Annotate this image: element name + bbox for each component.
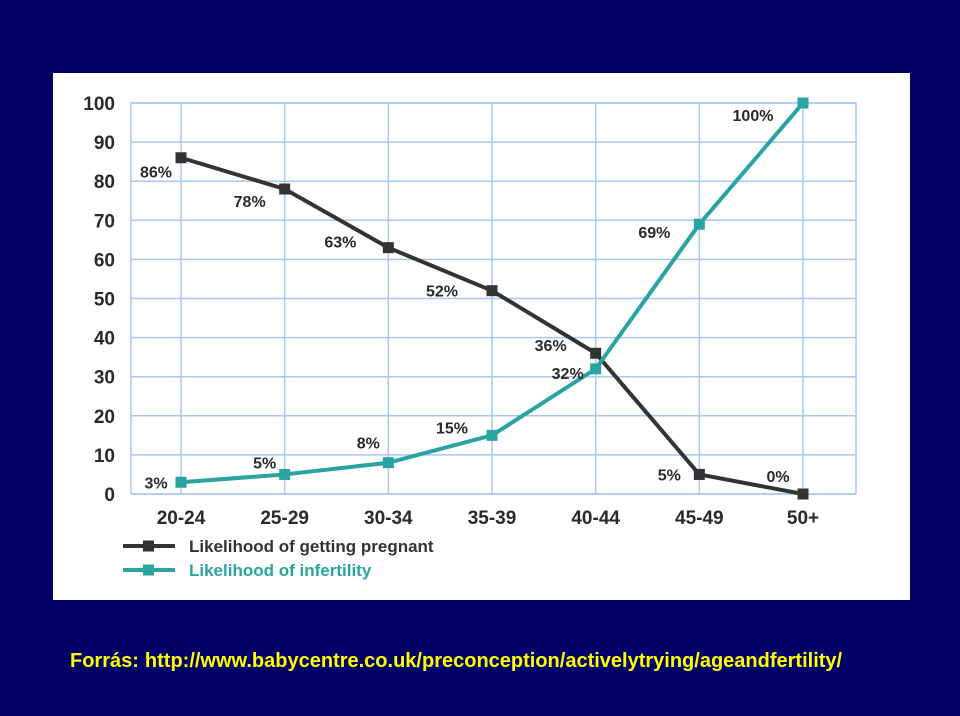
data-label: 52% [426,284,458,301]
data-label: 78% [234,194,266,211]
x-tick-label: 40-44 [571,508,620,529]
source-citation: Forrás: http://www.babycentre.co.uk/preco… [70,650,848,673]
data-label: 8% [357,436,380,453]
y-tick-label: 70 [94,211,115,232]
legend-label: Likelihood of getting pregnant [189,537,434,556]
data-label: 32% [552,366,584,383]
data-point [486,285,498,297]
y-tick-label: 10 [94,446,115,467]
y-tick-label: 100 [83,94,115,115]
y-tick-label: 80 [94,172,115,193]
x-tick-label: 45-49 [675,508,724,529]
data-point [382,242,394,254]
grid [130,102,857,495]
y-tick-label: 50 [94,290,115,311]
data-point [797,488,809,500]
x-tick-label: 20-24 [157,508,206,529]
data-label: 69% [638,225,670,242]
chart-panel: 0 10 20 30 40 50 60 70 80 90 100 20-24 25-29 30-34 35-… [53,73,910,600]
data-point [797,97,809,109]
data-point [382,457,394,469]
data-label: 5% [253,455,276,472]
data-point [175,476,187,488]
x-tick-label: 30-34 [364,508,413,529]
y-tick-label: 60 [94,250,115,271]
y-tick-label: 20 [94,407,115,428]
data-label: 0% [766,469,789,486]
data-point [279,468,291,480]
series [175,97,809,500]
data-label: 86% [140,165,172,182]
source-url[interactable]: http://www.babycentre.co.uk/preconceptio… [144,650,843,672]
x-tick-label: 50+ [787,508,819,529]
data-point [590,347,602,359]
source-prefix: Forrás: [70,650,139,672]
y-tick-label: 30 [94,368,115,389]
y-tick-label: 40 [94,329,115,350]
data-labels: 86% 78% 63% 52% 36% 5% 0% 3% 5% 8% 15% 32% 69% 100% [140,108,790,492]
data-point [693,218,705,230]
y-tick-label: 0 [104,485,115,506]
data-label: 15% [436,420,468,437]
data-point [175,152,187,164]
data-label: 3% [144,475,167,492]
axes: 0 10 20 30 40 50 60 70 80 90 100 20-24 25-29 30-34 35-… [83,94,819,529]
x-tick-label: 25-29 [260,508,309,529]
legend: Likelihood of getting pregnant Likelihood… [123,537,434,580]
data-point [279,183,291,195]
data-label: 5% [658,467,681,484]
data-point [693,468,705,480]
data-label: 100% [733,108,774,125]
legend-label: Likelihood of infertility [189,561,372,580]
data-point [486,429,498,441]
line-chart: 0 10 20 30 40 50 60 70 80 90 100 20-24 25-29 30-34 35-… [83,94,857,580]
data-label: 36% [535,338,567,355]
legend-marker [143,540,154,552]
data-point [590,363,602,375]
data-label: 63% [324,235,356,252]
x-tick-label: 35-39 [468,508,517,529]
plot-frame [130,102,857,495]
legend-marker [143,564,154,576]
y-tick-label: 90 [94,133,115,154]
